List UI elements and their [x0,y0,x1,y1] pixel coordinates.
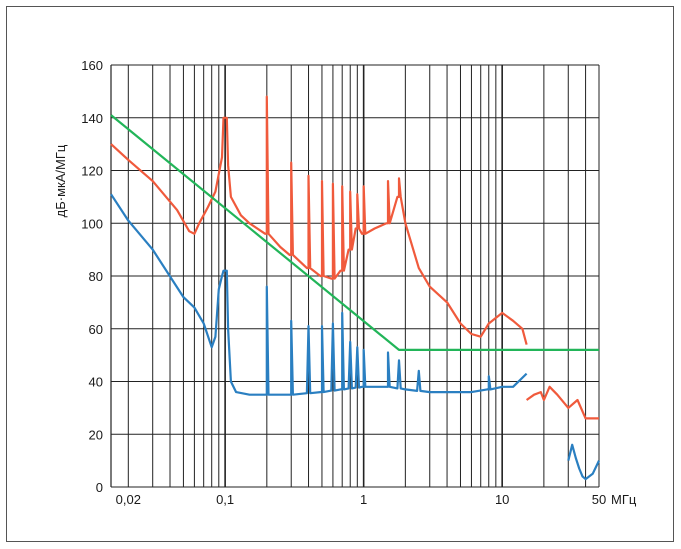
y-tick-label: 20 [89,427,103,442]
series-line-1 [525,385,599,420]
x-axis-unit: МГц [611,492,637,507]
series-line-4 [110,114,599,351]
plot-area [110,95,600,481]
y-tick-label: 80 [89,269,103,284]
x-tick-label: 50 [592,492,606,507]
y-tick-label: 40 [89,375,103,390]
y-tick-label: 0 [96,480,103,495]
y-tick-label: 60 [89,322,103,337]
tick-labels: 0 20 40 60 80 100 120 140 160 0,02 0,1 1 10 50 [81,58,606,507]
series-line-2 [110,193,528,396]
chart-frame: 0 20 40 60 80 100 120 140 160 0,02 0,1 1 10 50 дБ·мкА… [6,6,674,542]
y-tick-label: 100 [81,216,103,231]
series-line-3 [567,443,600,481]
y-axis-label: дБ·мкА/МГц [53,144,68,217]
x-tick-label: 0,1 [216,492,234,507]
y-tick-label: 160 [81,58,103,73]
grid [110,64,600,488]
x-tick-label: 1 [360,492,367,507]
x-tick-label: 0,02 [116,492,141,507]
x-tick-label: 10 [495,492,509,507]
emission-spectrum-chart: 0 20 40 60 80 100 120 140 160 0,02 0,1 1 10 50 дБ·мкА… [53,58,637,507]
series-line-0 [110,95,528,345]
y-tick-label: 140 [81,111,103,126]
y-tick-label: 120 [81,164,103,179]
